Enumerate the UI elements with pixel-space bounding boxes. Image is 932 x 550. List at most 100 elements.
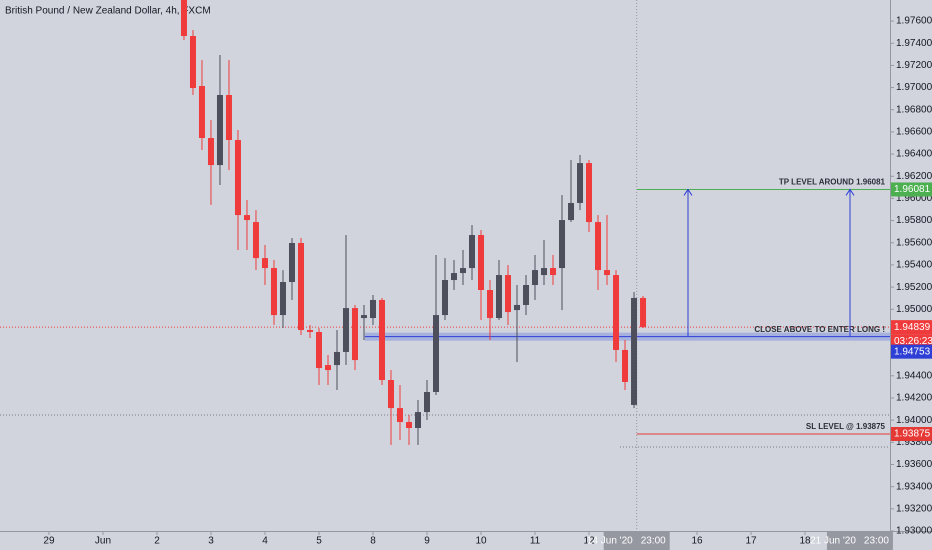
y-tick-label: 1.93000	[896, 526, 932, 537]
candle-body	[378, 299, 385, 381]
x-tick-label: Jun	[95, 536, 111, 547]
countdown-tag	[891, 334, 932, 348]
candle-body	[577, 163, 584, 203]
y-tick-label: 1.93600	[896, 459, 932, 470]
countdown-label: 03:26:23	[894, 336, 932, 347]
candle-body	[622, 349, 629, 383]
y-tick-label: 1.96600	[896, 127, 932, 138]
y-tick-label: 1.95200	[896, 282, 932, 293]
time-highlight	[603, 532, 670, 550]
candle-body	[369, 299, 376, 319]
x-tick-label: 18	[799, 536, 811, 547]
candle-body	[270, 268, 277, 316]
time-highlight-time: 23:00	[641, 536, 666, 547]
level-label: CLOSE ABOVE TO ENTER LONG !	[754, 325, 885, 334]
arrow-head	[845, 188, 855, 196]
price-tag-label: 1.94753	[894, 346, 931, 357]
y-tick-label: 1.93800	[896, 437, 932, 448]
price-tag-label: 1.94839	[894, 322, 931, 333]
candle-body	[360, 315, 367, 319]
candle-body	[324, 365, 331, 371]
y-tick-label: 1.97000	[896, 82, 932, 93]
candle-body	[279, 282, 286, 316]
time-highlight-time: 23:00	[864, 536, 889, 547]
candle-body	[550, 268, 557, 276]
x-tick-label: 29	[43, 536, 55, 547]
x-tick-label: 10	[475, 536, 487, 547]
candle-body	[198, 86, 205, 139]
candle-body	[189, 36, 196, 89]
candle-body	[496, 275, 503, 319]
y-tick-label: 1.97200	[896, 60, 932, 71]
price-tag	[891, 427, 932, 442]
x-tick-label: 4	[262, 536, 268, 547]
candle-body	[451, 273, 458, 281]
candle-body	[306, 330, 313, 333]
candle-body	[523, 285, 530, 305]
candle-body	[252, 222, 259, 259]
y-tick-label: 1.93400	[896, 481, 932, 492]
candle-body	[541, 268, 548, 276]
candle-body	[207, 138, 214, 166]
chart-title: British Pound / New Zealand Dollar, 4h, …	[5, 6, 211, 17]
candle-body	[423, 391, 430, 413]
price-tag-label: 1.96081	[894, 184, 931, 195]
candle-body	[396, 408, 403, 423]
level-label: TP LEVEL AROUND 1.96081	[779, 178, 886, 187]
candle-body	[568, 202, 575, 221]
arrow-head	[683, 188, 693, 196]
x-tick-label: 9	[424, 536, 430, 547]
x-tick-label: 11	[530, 536, 541, 547]
y-tick-label: 1.95000	[896, 304, 932, 315]
x-tick-label: 16	[691, 536, 703, 547]
candle-body	[432, 315, 439, 392]
candle-body	[604, 270, 611, 276]
plot-area	[0, 0, 890, 531]
y-tick-label: 1.96200	[896, 171, 932, 182]
y-tick-label: 1.94400	[896, 370, 932, 381]
candle-body	[442, 280, 448, 316]
candle-body	[613, 275, 620, 350]
x-tick-label: 2	[154, 536, 160, 547]
candle-body	[333, 351, 340, 366]
y-tick-label: 1.97600	[896, 16, 932, 27]
level-label: SL LEVEL @ 1.93875	[806, 422, 886, 431]
x-tick-label: 5	[316, 536, 322, 547]
y-tick-label: 1.96000	[896, 193, 932, 204]
y-tick-label: 1.94000	[896, 415, 932, 426]
candle-body	[315, 332, 322, 369]
price-tag	[891, 320, 932, 335]
time-highlight	[826, 532, 893, 550]
candle-body	[460, 268, 467, 274]
candle-body	[297, 242, 304, 331]
candle-body	[595, 222, 602, 271]
candle-body	[469, 235, 476, 269]
y-tick-label: 1.95400	[896, 260, 932, 271]
candle-body	[216, 95, 223, 166]
candle-body	[487, 289, 494, 319]
y-tick-label: 1.94200	[896, 393, 932, 404]
price-tag	[891, 344, 932, 359]
y-tick-label: 1.96400	[896, 149, 932, 160]
candle-body	[505, 275, 512, 313]
candle-body	[631, 297, 638, 405]
y-tick-label: 1.95800	[896, 215, 932, 226]
candle-body	[586, 163, 593, 223]
candle-body	[225, 95, 232, 141]
x-tick-label: 12	[583, 536, 595, 547]
candle-body	[243, 215, 250, 221]
price-tag	[891, 182, 932, 197]
candle-body	[514, 304, 521, 311]
y-tick-label: 1.97400	[896, 38, 932, 49]
x-tick-label: 17	[745, 536, 757, 547]
y-tick-label: 1.96800	[896, 104, 932, 115]
candle-body	[387, 380, 394, 409]
candle-body	[342, 308, 349, 352]
x-tick-label: 3	[208, 536, 214, 547]
candle-body	[478, 235, 485, 290]
time-highlight-date: 14 Jun '20	[587, 536, 633, 547]
candle-body	[405, 422, 412, 429]
